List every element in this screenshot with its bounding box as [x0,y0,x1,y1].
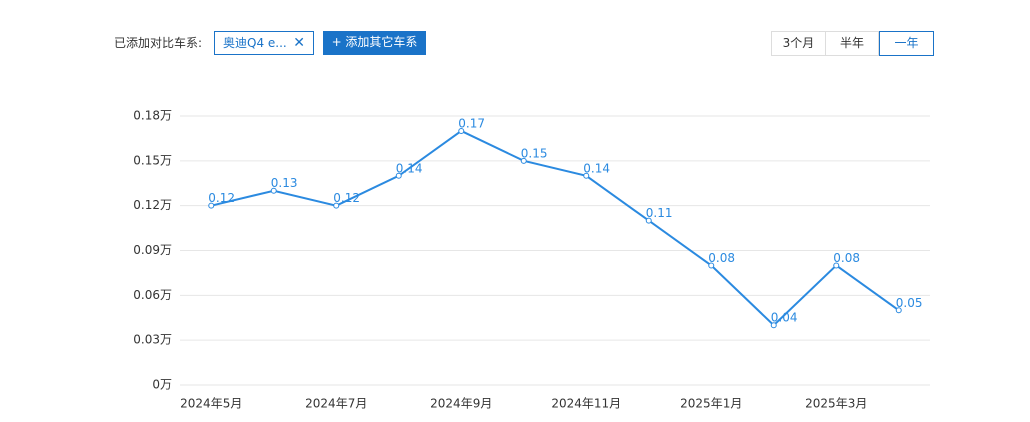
range-tab[interactable]: 半年 [825,31,879,56]
x-tick-label: 2024年5月 [180,397,242,411]
x-tick-label: 2024年9月 [430,397,492,411]
point [333,202,340,209]
range-tab[interactable]: 一年 [879,31,934,56]
y-tick-label: 0.03万 [133,333,172,347]
point [458,127,465,134]
value-label: 0.13 [271,176,298,190]
y-tick-label: 0.18万 [133,109,172,123]
value-label: 0.14 [583,161,610,175]
point [770,322,777,329]
remove-icon[interactable]: ✕ [293,35,305,51]
y-tick-label: 0.15万 [133,153,172,167]
value-label: 0.08 [708,251,735,265]
x-tick-label: 2025年1月 [680,397,742,411]
point [270,187,277,194]
value-label: 0.12 [333,191,360,205]
x-tick-label: 2025年3月 [805,397,867,411]
x-tick-label: 2024年7月 [305,397,367,411]
range-tab[interactable]: 3个月 [771,31,826,56]
add-button[interactable]: + 添加其它车系 [323,31,426,55]
chip-label: 奥迪Q4 e... [223,36,287,50]
y-tick-label: 0万 [152,378,172,392]
y-tick-label: 0.12万 [133,198,172,212]
y-tick-label: 0.06万 [133,288,172,302]
series-chip[interactable]: 奥迪Q4 e... ✕ [214,31,314,55]
point [708,262,715,269]
point [895,307,902,314]
line [211,129,900,327]
x-tick-label: 2024年11月 [551,397,621,411]
value-label: 0.04 [771,311,798,325]
point [395,172,402,179]
point [833,262,840,269]
value-label: 0.17 [458,116,485,130]
point [520,157,527,164]
point [583,172,590,179]
value-label: 0.08 [833,251,860,265]
value-label: 0.05 [896,296,923,310]
y-tick-label: 0.09万 [133,243,172,257]
point [645,217,652,224]
value-label: 0.15 [521,146,548,160]
value-label: 0.12 [208,191,235,205]
toolbar-label: 已添加对比车系: [114,36,203,50]
point [208,202,215,209]
value-label: 0.14 [396,161,423,175]
value-label: 0.11 [646,206,673,220]
